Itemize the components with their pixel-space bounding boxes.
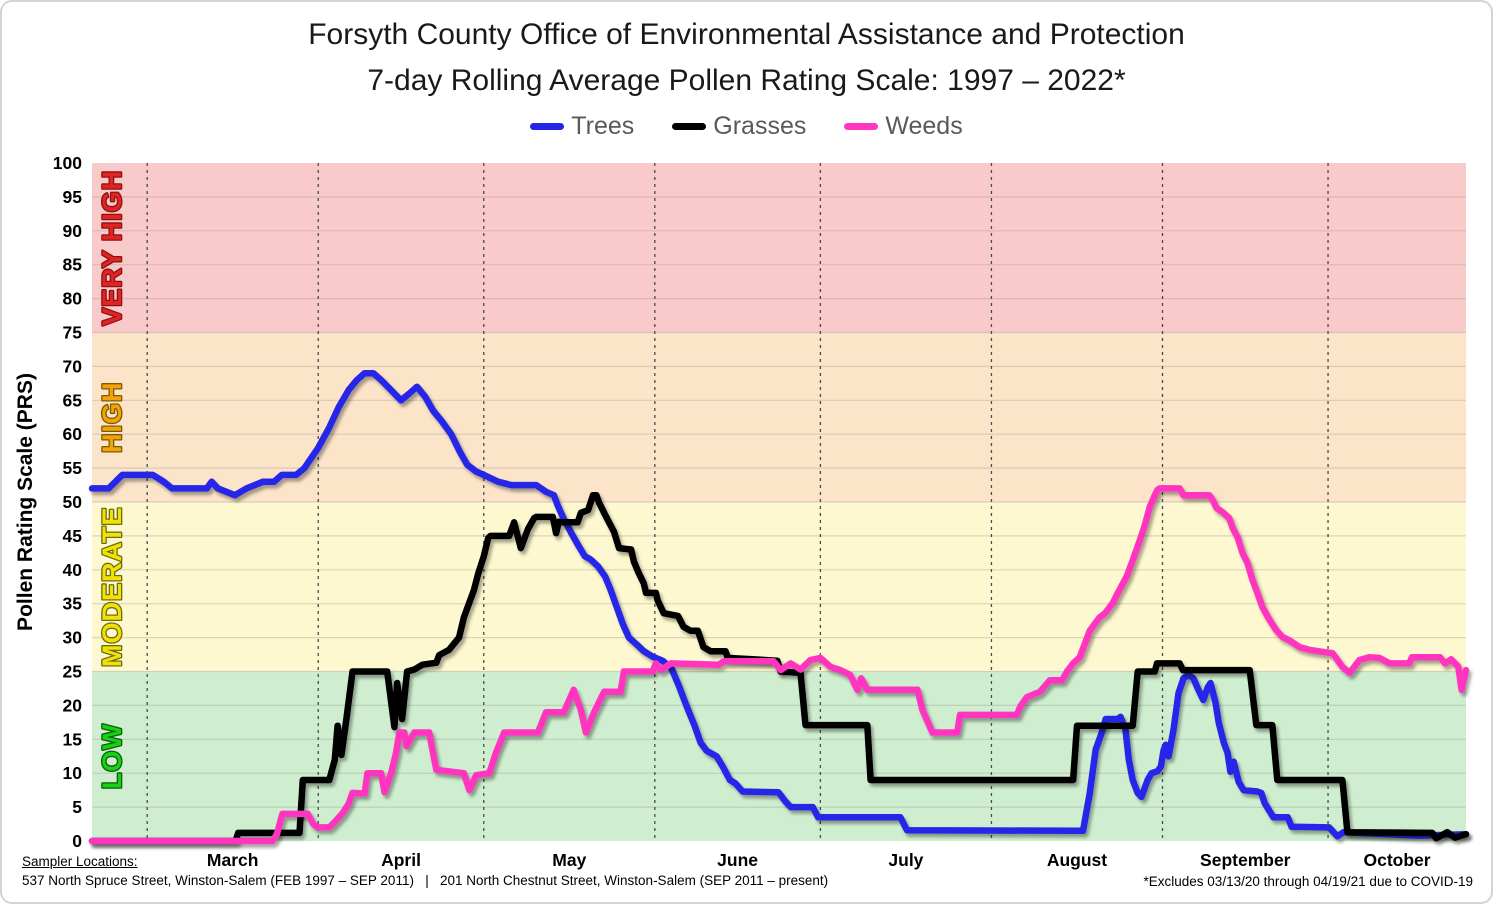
band-high xyxy=(92,332,1466,502)
sampler-locations-text: 537 North Spruce Street, Winston-Salem (… xyxy=(22,873,829,888)
svg-text:50: 50 xyxy=(63,492,83,512)
x-axis-month-labels: March April May June July August September Octo… xyxy=(207,850,1431,870)
legend-item-trees: Trees xyxy=(530,112,634,141)
svg-text:90: 90 xyxy=(63,221,83,241)
svg-text:Pollen Rating Scale (PRS): Pollen Rating Scale (PRS) xyxy=(14,373,37,631)
band-label-moderate: MODERATE xyxy=(97,507,127,668)
band-label-high: HIGH xyxy=(97,382,127,454)
series-lines xyxy=(88,369,1470,845)
svg-text:25: 25 xyxy=(63,662,83,682)
svg-text:95: 95 xyxy=(63,187,83,207)
svg-text:35: 35 xyxy=(63,594,83,614)
svg-text:60: 60 xyxy=(63,424,83,444)
svg-text:45: 45 xyxy=(63,526,83,546)
trees-line xyxy=(88,369,1470,840)
band-low xyxy=(92,671,1466,841)
legend-item-grasses: Grasses xyxy=(672,112,806,141)
y-axis-tick-labels: 0 5 10 15 20 25 30 35 40 45 50 55 60 65 70 75 80 85 90 95 10… xyxy=(53,153,82,851)
legend: Trees Grasses Weeds xyxy=(2,112,1491,141)
svg-text:0: 0 xyxy=(72,831,82,851)
chart-title-line2: 7-day Rolling Average Pollen Rating Scal… xyxy=(367,64,1126,97)
weeds-legend-label: Weeds xyxy=(885,112,963,140)
svg-text:30: 30 xyxy=(63,628,83,648)
band-label-very-high: VERY HIGH xyxy=(97,170,127,326)
grasses-legend-chip-icon xyxy=(672,123,707,130)
month-label-july: July xyxy=(888,850,923,870)
grasses-legend-label: Grasses xyxy=(713,112,807,140)
sampler-locations-footer: Sampler Locations: 537 North Spruce Stre… xyxy=(22,854,828,888)
svg-text:5: 5 xyxy=(72,797,82,817)
svg-text:10: 10 xyxy=(63,763,83,783)
svg-text:15: 15 xyxy=(63,729,83,749)
band-label-low: LOW xyxy=(97,723,127,789)
month-label-september: September xyxy=(1200,850,1291,870)
svg-text:20: 20 xyxy=(63,695,83,715)
band-labels: VERY HIGH HIGH MODERATE LOW xyxy=(96,168,129,790)
trees-legend-label: Trees xyxy=(571,112,635,140)
svg-text:85: 85 xyxy=(63,255,83,275)
weeds-legend-chip-icon xyxy=(844,123,879,130)
covid-exclusion-footnote: *Excludes 03/13/20 through 04/19/21 due … xyxy=(1143,874,1473,889)
weeds-line xyxy=(88,485,1470,845)
svg-text:100: 100 xyxy=(53,153,82,173)
month-gridlines xyxy=(146,163,1329,841)
risk-bands xyxy=(92,163,1466,841)
band-very-high xyxy=(92,163,1466,333)
chart-header: Forsyth County Office of Environmental A… xyxy=(2,12,1491,141)
svg-text:70: 70 xyxy=(63,356,83,376)
month-label-august: August xyxy=(1047,850,1107,870)
legend-item-weeds: Weeds xyxy=(844,112,963,141)
month-label-june: June xyxy=(717,850,758,870)
trees-legend-chip-icon xyxy=(530,123,565,130)
month-label-april: April xyxy=(381,850,421,870)
svg-text:80: 80 xyxy=(63,289,83,309)
band-moderate xyxy=(92,502,1466,672)
sampler-locations-heading: Sampler Locations: xyxy=(22,854,138,869)
y-axis-title: Pollen Rating Scale (PRS) xyxy=(14,373,37,631)
svg-text:55: 55 xyxy=(63,458,83,478)
grasses-line xyxy=(88,491,1470,845)
svg-text:40: 40 xyxy=(63,560,83,580)
month-label-october: October xyxy=(1363,850,1430,870)
chart-title-line1: Forsyth County Office of Environmental A… xyxy=(308,18,1185,51)
svg-text:75: 75 xyxy=(63,323,83,343)
month-label-may: May xyxy=(552,850,586,870)
month-label-march: March xyxy=(207,850,259,870)
svg-text:65: 65 xyxy=(63,390,83,410)
